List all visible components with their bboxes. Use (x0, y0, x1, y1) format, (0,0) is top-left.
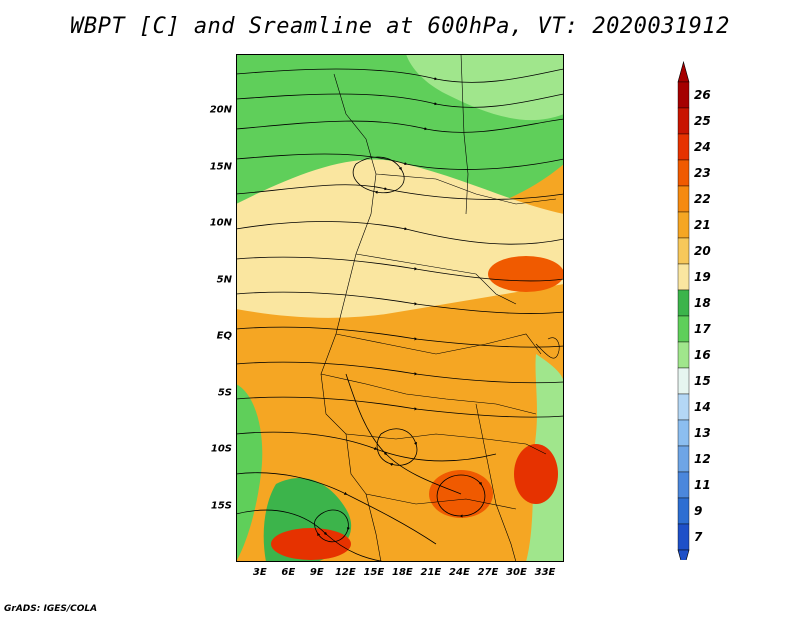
colorbar-swatch (677, 185, 690, 213)
latitude-label: 5S (217, 387, 232, 399)
longitude-label: 21E (420, 567, 442, 578)
wbpt-region-north-light-green (406, 54, 564, 121)
colorbar-tick-label: 25 (694, 114, 711, 128)
colorbar-tick-label: 14 (694, 400, 711, 414)
colorbar-tick-label: 16 (694, 348, 711, 362)
wbpt-hotspot-mozambique (514, 444, 558, 504)
colorbar-swatch (677, 237, 690, 265)
colorbar-tick-label: 9 (694, 504, 703, 518)
grads-credit: GrADS: IGES/COLA (4, 604, 98, 614)
longitude-label: 27E (477, 567, 499, 578)
map-title: WBPT [C] and Sreamline at 600hPa, VT: 20… (70, 14, 730, 39)
latitude-label: 10N (209, 217, 232, 229)
latitude-label: 5N (216, 274, 232, 286)
colorbar-swatch (677, 367, 690, 395)
latitude-label: 20N (209, 104, 232, 116)
longitude-label: 33E (534, 567, 556, 578)
colorbar-swatch (677, 211, 690, 239)
longitude-label: 12E (334, 567, 356, 578)
colorbar-swatch (677, 393, 690, 421)
colorbar-swatch (677, 471, 690, 499)
colorbar-swatch (677, 419, 690, 447)
colorbar-top-arrow (677, 60, 690, 83)
longitude-label: 3E (252, 567, 267, 578)
latitude-label: 15S (210, 500, 232, 512)
colorbar-swatch (677, 445, 690, 473)
colorbar-bottom-arrow (677, 549, 690, 560)
wbpt-hotspot-east (488, 256, 564, 292)
country-borders (320, 54, 560, 562)
latitude-label: 15N (209, 161, 232, 173)
colorbar-swatch (677, 263, 690, 291)
colorbar-swatch (677, 497, 690, 525)
colorbar-swatch (677, 341, 690, 369)
latitude-label: 10S (210, 443, 232, 455)
colorbar-tick-label: 18 (694, 296, 711, 310)
colorbar-swatch (677, 315, 690, 343)
colorbar-tick-label: 13 (694, 426, 711, 440)
colorbar-swatch (677, 133, 690, 161)
colorbar (677, 60, 690, 560)
longitude-label: 24E (449, 567, 470, 578)
colorbar-tick-label: 19 (694, 270, 711, 284)
map-frame (236, 54, 564, 562)
longitude-label: 9E (309, 567, 324, 578)
longitude-label: 18E (392, 567, 413, 578)
colorbar-tick-label: 15 (694, 374, 711, 388)
colorbar-tick-label: 22 (694, 192, 711, 206)
colorbar-tick-label: 12 (694, 452, 711, 466)
colorbar-tick-label: 24 (694, 140, 711, 154)
wbpt-streamline-map (236, 54, 564, 562)
colorbar-tick-label: 21 (694, 218, 711, 232)
colorbar-tick-label: 20 (694, 244, 711, 258)
colorbar-swatch (677, 523, 690, 551)
colorbar-tick-label: 17 (694, 322, 711, 336)
colorbar-tick-label: 26 (694, 88, 711, 102)
longitude-label: 30E (506, 567, 527, 578)
streamlines (236, 68, 564, 562)
colorbar-swatch (677, 159, 690, 187)
colorbar-tick-label: 11 (694, 478, 711, 492)
colorbar-swatch (677, 81, 690, 109)
colorbar-swatch (677, 107, 690, 135)
longitude-label: 15E (363, 567, 385, 578)
colorbar-tick-label: 7 (694, 530, 703, 544)
colorbar-swatch (677, 289, 690, 317)
colorbar-tick-label: 23 (694, 166, 711, 180)
longitude-label: 6E (281, 567, 296, 578)
latitude-label: EQ (216, 330, 232, 342)
